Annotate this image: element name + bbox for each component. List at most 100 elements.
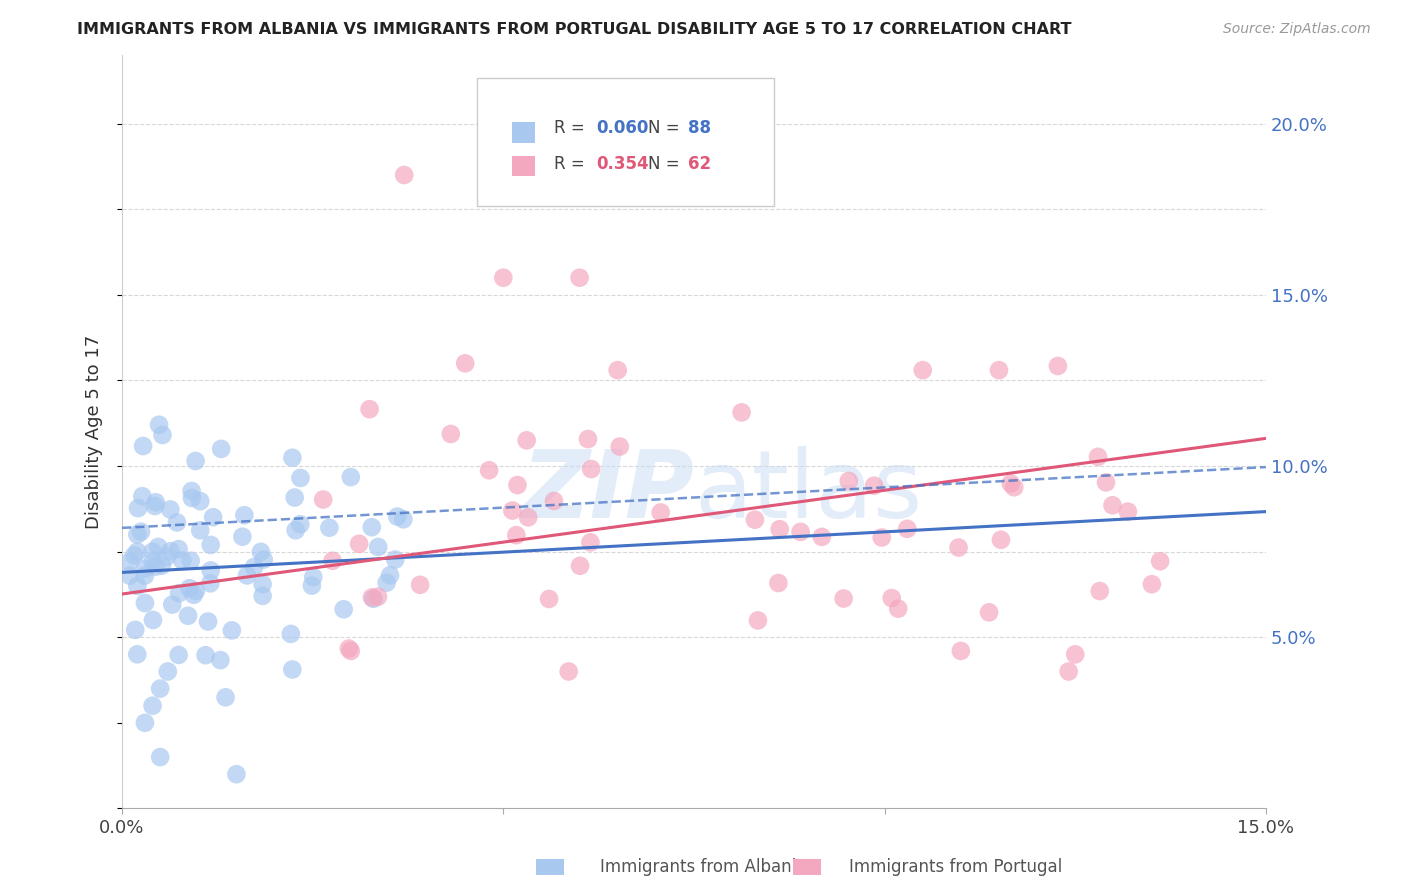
Point — [948, 541, 970, 555]
Point — [1101, 498, 1123, 512]
Point — [1140, 577, 1163, 591]
Point — [838, 474, 860, 488]
Point — [863, 478, 886, 492]
Text: 62: 62 — [689, 155, 711, 173]
Point — [579, 462, 602, 476]
Point — [124, 623, 146, 637]
Point — [949, 644, 972, 658]
FancyBboxPatch shape — [477, 78, 775, 206]
Point — [1095, 475, 1118, 490]
Text: Immigrants from Albania: Immigrants from Albania — [600, 858, 806, 876]
Point — [183, 588, 205, 602]
Point — [492, 270, 515, 285]
Point — [209, 442, 232, 456]
Point — [302, 570, 325, 584]
Y-axis label: Disability Age 5 to 17: Disability Age 5 to 17 — [86, 334, 103, 529]
Point — [281, 450, 304, 465]
Point — [347, 537, 370, 551]
Point — [810, 530, 832, 544]
Point — [1057, 665, 1080, 679]
Point — [122, 549, 145, 563]
Point — [184, 584, 207, 599]
FancyBboxPatch shape — [512, 122, 534, 143]
Text: N =: N = — [648, 155, 685, 173]
Point — [127, 544, 149, 558]
Point — [301, 579, 323, 593]
Point — [1088, 584, 1111, 599]
Point — [167, 648, 190, 662]
Point — [132, 439, 155, 453]
Point — [977, 605, 1000, 619]
Point — [543, 494, 565, 508]
Point — [1116, 505, 1139, 519]
Point — [134, 715, 156, 730]
Point — [152, 428, 174, 442]
Point — [378, 568, 401, 582]
Point — [200, 563, 222, 577]
Point — [870, 531, 893, 545]
Point — [747, 614, 769, 628]
Point — [501, 503, 523, 517]
Point — [252, 589, 274, 603]
Point — [172, 553, 194, 567]
Point — [134, 562, 156, 576]
Point — [214, 690, 236, 705]
Point — [538, 591, 561, 606]
Point — [1149, 554, 1171, 568]
Point — [148, 540, 170, 554]
Point — [789, 524, 811, 539]
Point — [730, 405, 752, 419]
Point — [579, 535, 602, 549]
Point — [127, 527, 149, 541]
Text: atlas: atlas — [695, 446, 922, 538]
Point — [150, 558, 173, 573]
Point — [1064, 648, 1087, 662]
Point — [1046, 359, 1069, 373]
Point — [159, 502, 181, 516]
Point — [650, 506, 672, 520]
Text: N =: N = — [648, 120, 685, 137]
FancyBboxPatch shape — [512, 156, 534, 177]
Point — [167, 542, 190, 557]
Point — [142, 698, 165, 713]
Point — [148, 417, 170, 432]
Point — [337, 641, 360, 656]
Point — [145, 495, 167, 509]
Point — [392, 512, 415, 526]
Point — [134, 596, 156, 610]
Point — [454, 356, 477, 370]
Text: 0.060: 0.060 — [596, 120, 650, 137]
Point — [506, 478, 529, 492]
Point — [149, 750, 172, 764]
Point — [284, 491, 307, 505]
Point — [143, 499, 166, 513]
Point — [127, 501, 149, 516]
Point — [769, 522, 792, 536]
Point — [832, 591, 855, 606]
Point — [392, 168, 415, 182]
Point — [375, 575, 398, 590]
Point — [166, 516, 188, 530]
Text: 0.354: 0.354 — [596, 155, 650, 173]
Point — [768, 576, 790, 591]
Point — [516, 434, 538, 448]
Point — [145, 559, 167, 574]
Point — [149, 681, 172, 696]
Point — [177, 608, 200, 623]
Point — [127, 648, 149, 662]
Point — [233, 508, 256, 523]
Point — [209, 653, 232, 667]
Point — [517, 510, 540, 524]
Text: IMMIGRANTS FROM ALBANIA VS IMMIGRANTS FROM PORTUGAL DISABILITY AGE 5 TO 17 CORRE: IMMIGRANTS FROM ALBANIA VS IMMIGRANTS FR… — [77, 22, 1071, 37]
Point — [557, 665, 579, 679]
Point — [156, 549, 179, 564]
Point — [159, 544, 181, 558]
Point — [1000, 476, 1022, 491]
Point — [252, 577, 274, 591]
Point — [363, 591, 385, 606]
Point — [744, 513, 766, 527]
Point — [250, 545, 273, 559]
Point — [361, 591, 384, 605]
Point — [322, 554, 344, 568]
Point — [367, 540, 389, 554]
